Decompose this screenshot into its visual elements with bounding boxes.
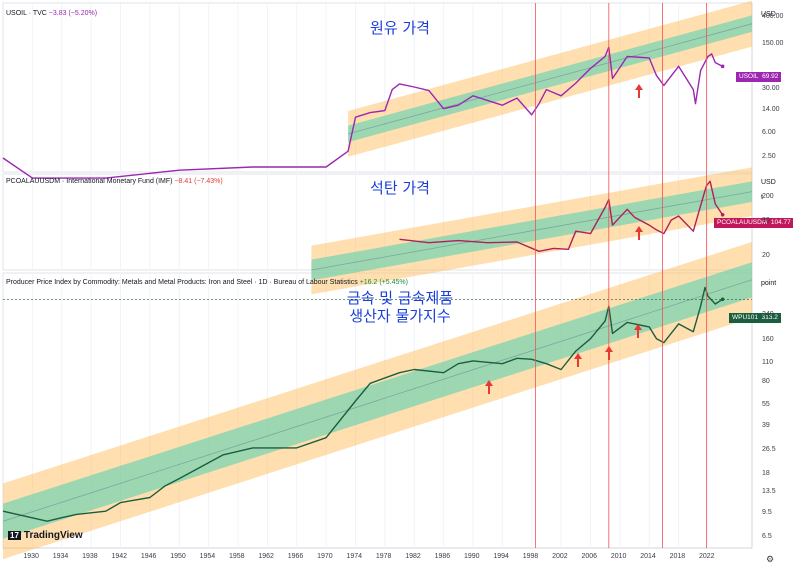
coal-price-badge: PCOALAUUSDM 104.77 — [714, 218, 793, 228]
y-tick-label: 110 — [762, 358, 774, 366]
y-tick-label: 80 — [762, 216, 770, 224]
arrow-oil-head — [635, 84, 643, 90]
usoil-legend[interactable]: USOIL · TVC −3.83 (−5.20%) — [6, 10, 98, 17]
x-tick-label: 1958 — [228, 553, 245, 560]
x-tick-label: 1966 — [287, 553, 304, 560]
coal-unit-button[interactable]: t — [761, 194, 763, 201]
y-tick-label: 6.00 — [762, 128, 776, 136]
x-tick-label: 1986 — [434, 553, 451, 560]
ppi-title-line1: 금속 및 금속제품 — [346, 289, 454, 307]
x-tick-label: 2010 — [610, 553, 627, 560]
y-tick-label: 400.00 — [762, 13, 784, 21]
x-tick-label: 1930 — [23, 553, 39, 560]
y-tick-label: 9.5 — [762, 509, 772, 517]
ppi-title: 금속 및 금속제품 생산자 물가지수 — [300, 289, 500, 325]
coal-legend[interactable]: PCOALAUUSDM · International Monetary Fun… — [6, 178, 223, 185]
y-tick-label: 13.5 — [762, 487, 776, 495]
channel-mid-1 — [311, 191, 753, 271]
y-tick-label: 240 — [762, 310, 774, 318]
x-tick-label: 2006 — [581, 553, 598, 560]
channel-mid-0 — [348, 23, 753, 135]
y-tick-label: 2.50 — [762, 152, 776, 160]
last-point-USOIL — [720, 64, 725, 69]
usoil-price-badge: USOIL 69.92 — [736, 72, 782, 82]
x-tick-label: 1946 — [140, 553, 157, 560]
x-tick-label: 1938 — [82, 553, 98, 560]
oil-currency-button[interactable]: USD — [761, 11, 776, 18]
x-tick-label: 2002 — [552, 553, 568, 560]
tradingview-logo-text: TradingView — [23, 530, 83, 541]
y-tick-label: 150.00 — [762, 40, 784, 48]
y-tick-label: 6.5 — [762, 532, 772, 540]
ppi-title-line2: 생산자 물가지수 — [349, 307, 451, 325]
y-tick-label: 39 — [762, 422, 770, 430]
x-tick-label: 1990 — [463, 553, 480, 560]
x-tick-label: 1970 — [317, 553, 333, 560]
y-tick-label: 55 — [762, 401, 770, 409]
x-tick-label: 1978 — [375, 553, 392, 560]
y-tick-label: 80 — [762, 378, 770, 386]
x-tick-label: 1950 — [170, 553, 186, 560]
y-tick-label: 14.00 — [762, 105, 780, 113]
series-line-PCOALAUUSDM — [399, 180, 724, 253]
y-tick-label: 200 — [762, 193, 774, 201]
x-tick-label: 1942 — [111, 553, 128, 560]
x-tick-label: 1994 — [493, 553, 509, 560]
series-line-WPU101 — [2, 286, 723, 522]
channel-mid-2 — [2, 279, 753, 522]
x-tick-label: 1982 — [405, 553, 421, 560]
x-tick-label: 1962 — [258, 553, 274, 560]
tradingview-logo-icon: 17 — [8, 531, 21, 540]
y-tick-label: 20 — [762, 251, 770, 259]
last-point-WPU101 — [720, 297, 725, 302]
ppi-price-badge: WPU101 313.2 — [729, 313, 781, 323]
oil-title: 원유 가격 — [370, 19, 430, 37]
tradingview-logo[interactable]: 17 TradingView — [8, 530, 83, 541]
y-tick-label: 160 — [762, 335, 774, 343]
x-tick-label: 2022 — [698, 553, 715, 560]
coal-currency-button[interactable]: USD — [761, 179, 776, 186]
x-tick-label: 1954 — [199, 553, 216, 560]
y-tick-label: 18 — [762, 470, 770, 478]
arrow-coal-head — [635, 226, 643, 232]
settings-gear-icon[interactable]: ⚙ — [766, 554, 775, 564]
arrow-ppi-2002-head — [485, 380, 493, 386]
y-tick-label: 30.00 — [762, 84, 780, 92]
coal-title: 석탄 가격 — [370, 179, 430, 197]
panel-0-frame — [2, 2, 753, 173]
x-tick-label: 2014 — [640, 553, 656, 560]
arrow-ppi-2023-head — [634, 324, 642, 330]
ppi-unit-button[interactable]: point — [761, 280, 777, 287]
last-point-PCOALAUUSDM — [720, 213, 725, 217]
arrow-ppi-2016-head — [574, 353, 582, 359]
ppi-legend[interactable]: Producer Price Index by Commodity: Metal… — [6, 279, 408, 286]
x-tick-label: 1934 — [52, 553, 69, 560]
arrow-ppi-2020-head — [605, 346, 613, 352]
x-tick-label: 2018 — [669, 553, 686, 560]
x-tick-label: 1974 — [346, 553, 363, 560]
x-tick-label: 1998 — [522, 553, 539, 560]
y-tick-label: 26.5 — [762, 446, 776, 454]
